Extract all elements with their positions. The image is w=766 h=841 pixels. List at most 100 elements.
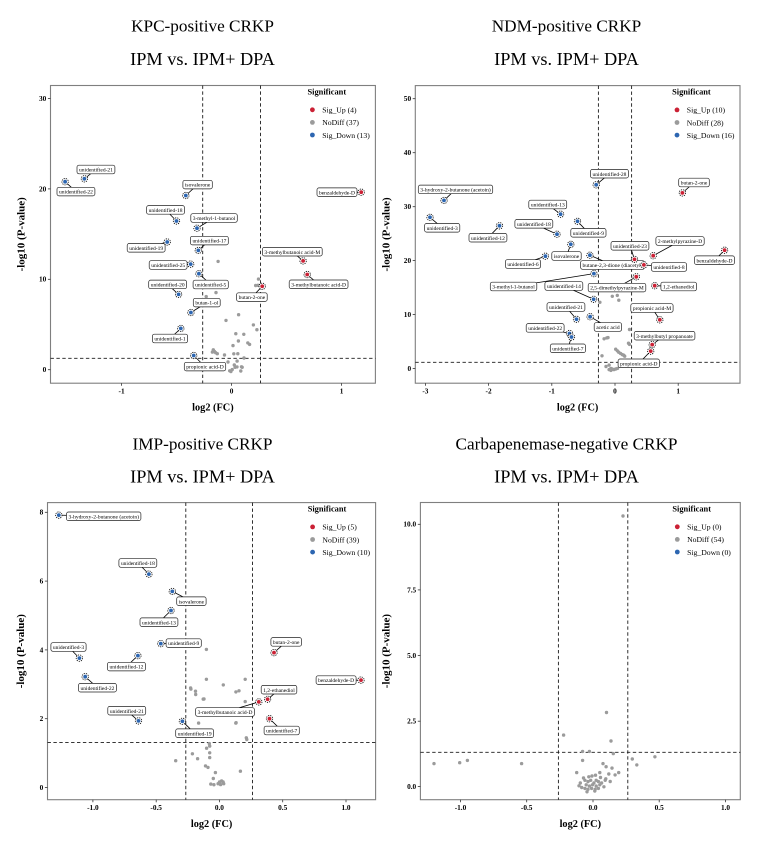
svg-text:3-methylbutanoic acid-D: 3-methylbutanoic acid-D: [198, 710, 253, 716]
svg-text:2,5-dimethylpyrazine-M: 2,5-dimethylpyrazine-M: [590, 286, 644, 292]
svg-text:50: 50: [404, 94, 412, 103]
svg-text:unidentified-12: unidentified-12: [471, 235, 505, 242]
svg-text:IMP-positive CRKP: IMP-positive CRKP: [133, 434, 273, 453]
svg-text:40: 40: [404, 148, 412, 157]
svg-text:unidentified-9: unidentified-9: [573, 230, 604, 237]
svg-text:2.5: 2.5: [407, 717, 416, 726]
svg-text:4: 4: [40, 645, 44, 654]
svg-text:0: 0: [613, 386, 617, 395]
svg-text:unidentified-22: unidentified-22: [59, 189, 93, 196]
svg-text:30: 30: [404, 202, 412, 211]
svg-text:unidentified-25: unidentified-25: [151, 262, 185, 269]
svg-text:NDM-positive CRKP: NDM-positive CRKP: [492, 16, 641, 35]
svg-text:unidentified-5: unidentified-5: [195, 282, 226, 289]
svg-text:20: 20: [39, 184, 47, 193]
svg-text:unidentified-23: unidentified-23: [613, 243, 647, 250]
svg-text:Significant: Significant: [308, 505, 347, 514]
svg-text:unidentified-13: unidentified-13: [142, 619, 176, 626]
svg-text:IPM vs. IPM+ DPA: IPM vs. IPM+ DPA: [130, 467, 276, 487]
svg-text:log2 (FC): log2 (FC): [192, 403, 233, 414]
svg-text:unidentified-3: unidentified-3: [427, 225, 458, 232]
svg-text:isovalerone: isovalerone: [185, 183, 211, 189]
svg-text:propionic acid-M: propionic acid-M: [633, 306, 671, 312]
svg-text:-1: -1: [119, 386, 125, 395]
svg-text:Sig_Up (4): Sig_Up (4): [322, 106, 357, 115]
svg-text:butan-2-one: butan-2-one: [273, 640, 300, 646]
svg-text:unidentified-7: unidentified-7: [552, 345, 583, 352]
svg-text:1.0: 1.0: [721, 803, 730, 812]
svg-text:NoDiff (54): NoDiff (54): [687, 535, 724, 544]
svg-text:-0.5: -0.5: [521, 803, 533, 812]
svg-text:3-methylbutanoic acid-M: 3-methylbutanoic acid-M: [264, 250, 320, 256]
svg-text:unidentified-21: unidentified-21: [79, 167, 113, 174]
svg-text:0.5: 0.5: [655, 803, 664, 812]
svg-text:NoDiff (37): NoDiff (37): [322, 118, 359, 127]
svg-text:3-methyl-1-butanol: 3-methyl-1-butanol: [193, 216, 236, 222]
svg-text:7.5: 7.5: [407, 585, 416, 594]
svg-text:3-methylbutanoic acid-D: 3-methylbutanoic acid-D: [291, 282, 346, 288]
svg-text:Sig_Up (0): Sig_Up (0): [687, 523, 722, 532]
svg-text:-log10 (P-value): -log10 (P-value): [381, 614, 393, 689]
svg-text:unidentified-12: unidentified-12: [110, 664, 144, 671]
svg-text:unidentified-22: unidentified-22: [528, 325, 562, 332]
svg-text:log2 (FC): log2 (FC): [557, 403, 598, 414]
svg-text:log2 (FC): log2 (FC): [560, 819, 601, 830]
svg-text:0.5: 0.5: [278, 803, 287, 812]
svg-text:unidentified-17: unidentified-17: [192, 238, 226, 245]
svg-text:Significant: Significant: [672, 88, 711, 97]
svg-text:1.0: 1.0: [341, 803, 350, 812]
svg-text:3-hydroxy-2-butanone (acetoin): 3-hydroxy-2-butanone (acetoin): [420, 187, 491, 194]
svg-text:unidentified-28: unidentified-28: [593, 171, 627, 178]
svg-text:Sig_Down (13): Sig_Down (13): [322, 131, 370, 140]
svg-text:-3: -3: [422, 386, 428, 395]
svg-text:butan-2-one: butan-2-one: [239, 295, 266, 301]
svg-text:10: 10: [39, 275, 47, 284]
svg-text:-2: -2: [486, 386, 492, 395]
svg-text:acetic acid: acetic acid: [596, 325, 620, 331]
svg-text:Sig_Up (10): Sig_Up (10): [687, 106, 726, 115]
svg-text:20: 20: [404, 256, 412, 265]
svg-text:unidentified-21: unidentified-21: [549, 304, 583, 311]
svg-text:-log10 (P-value): -log10 (P-value): [381, 197, 393, 272]
svg-text:unidentified-9: unidentified-9: [168, 640, 199, 647]
svg-text:0.0: 0.0: [215, 803, 224, 812]
svg-text:NoDiff (28): NoDiff (28): [687, 118, 724, 127]
svg-text:isovalerone: isovalerone: [179, 599, 205, 605]
svg-text:10: 10: [404, 310, 412, 319]
svg-text:Significant: Significant: [672, 505, 711, 514]
svg-text:unidentified-7: unidentified-7: [266, 728, 297, 735]
svg-text:Sig_Up (5): Sig_Up (5): [322, 523, 357, 532]
svg-text:Sig_Down (16): Sig_Down (16): [687, 131, 735, 140]
svg-text:propionic acid-D: propionic acid-D: [186, 365, 223, 371]
svg-text:unidentified-21: unidentified-21: [110, 708, 144, 715]
svg-text:Sig_Down (0): Sig_Down (0): [687, 548, 731, 557]
svg-text:3-hydroxy-2-butanone (acetoin): 3-hydroxy-2-butanone (acetoin): [69, 513, 140, 520]
svg-text:IPM vs. IPM+ DPA: IPM vs. IPM+ DPA: [494, 49, 640, 69]
svg-text:unidentified-8: unidentified-8: [653, 264, 684, 271]
svg-text:-1.0: -1.0: [87, 803, 99, 812]
svg-text:unidentified-19: unidentified-19: [129, 245, 163, 252]
svg-text:benzaldehyde-D: benzaldehyde-D: [318, 678, 354, 684]
svg-text:NoDiff (39): NoDiff (39): [322, 535, 359, 544]
svg-text:10.0: 10.0: [403, 520, 416, 529]
svg-text:1,2-ethanediol: 1,2-ethanediol: [263, 688, 295, 694]
svg-text:2-methylpyrazine-D: 2-methylpyrazine-D: [658, 239, 702, 245]
svg-text:-1: -1: [549, 386, 555, 395]
svg-text:unidentified-19: unidentified-19: [178, 730, 212, 737]
svg-text:unidentified-18: unidentified-18: [517, 221, 551, 228]
svg-text:IPM vs. IPM+ DPA: IPM vs. IPM+ DPA: [494, 467, 640, 487]
svg-text:butane-2,3-dione (diacetyl): butane-2,3-dione (diacetyl): [583, 262, 643, 269]
svg-text:3-methylbutyl propanoate: 3-methylbutyl propanoate: [636, 334, 693, 340]
svg-text:unidentified-6: unidentified-6: [507, 261, 538, 268]
svg-text:unidentified-20: unidentified-20: [151, 282, 185, 289]
svg-text:0.0: 0.0: [588, 803, 597, 812]
svg-text:1: 1: [676, 386, 680, 395]
svg-text:Carbapenemase-negative CRKP: Carbapenemase-negative CRKP: [456, 434, 678, 453]
svg-text:Significant: Significant: [307, 88, 346, 97]
svg-text:unidentified-14: unidentified-14: [547, 283, 581, 290]
svg-text:0: 0: [407, 364, 411, 373]
svg-text:unidentified-13: unidentified-13: [531, 202, 565, 209]
svg-text:0: 0: [40, 783, 44, 792]
svg-text:Sig_Down (10): Sig_Down (10): [322, 548, 370, 557]
svg-text:-log10 (P-value): -log10 (P-value): [15, 197, 27, 272]
